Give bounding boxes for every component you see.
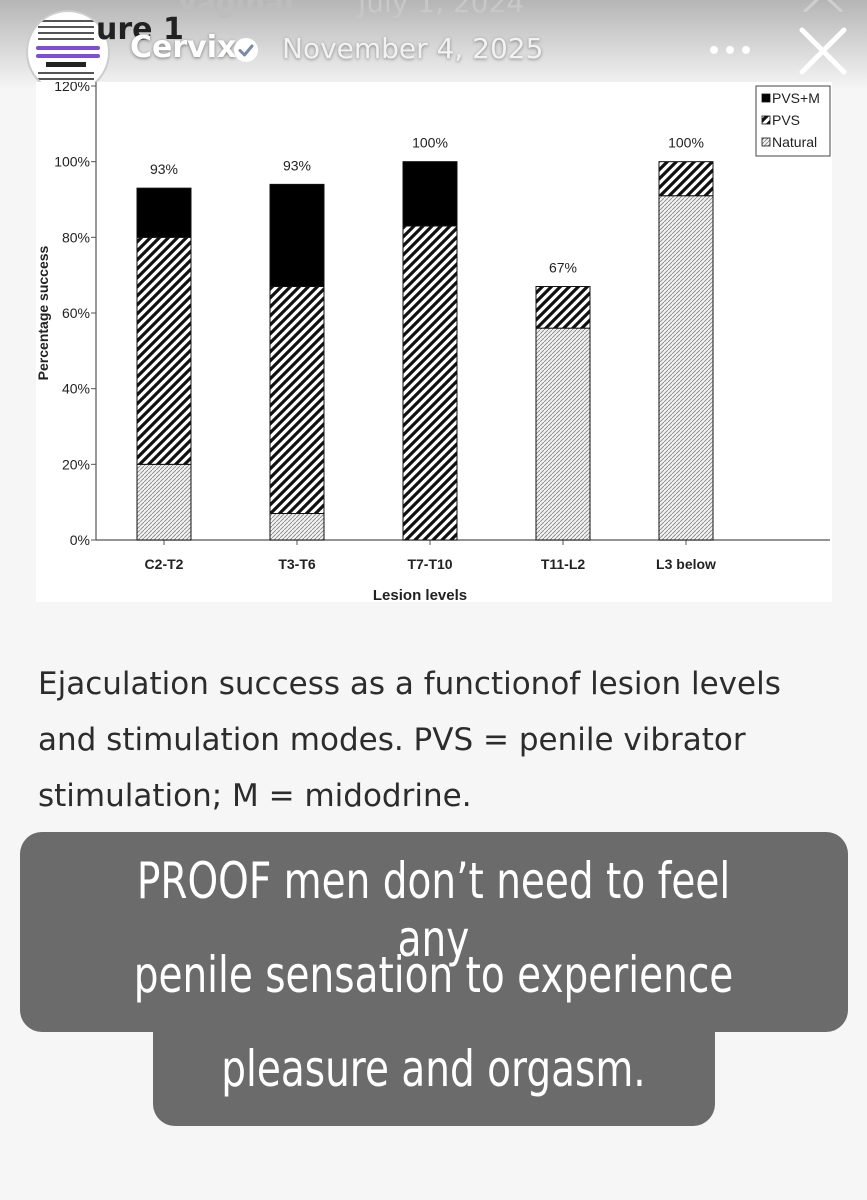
post-date: November 4, 2025 [282,32,544,65]
y-tick-label: 60% [62,305,90,321]
previous-story-date: July 1, 2024 [358,0,525,19]
bar-segment-pvs [402,225,458,541]
bar-segment-pvs [269,286,325,515]
bar-segment-natural [535,327,591,541]
bar-segment-pvs-plus-m [136,187,192,238]
previous-story-username: "Vaginal" [162,0,309,19]
story-header [0,0,867,90]
avatar[interactable] [26,10,110,94]
bar-segment-pvs [136,236,192,465]
text-overlay-background-tail [153,1030,715,1126]
y-tick-label: 100% [54,154,90,170]
bar-segment-natural [269,513,325,541]
bar-total-label: 93% [283,157,311,173]
username[interactable]: Cervix [130,30,237,65]
bar-total-label: 100% [412,135,448,151]
overlay-text-line-3: pleasure and orgasm. [221,1040,646,1098]
previous-close-icon [802,0,844,12]
legend-swatch [761,137,771,147]
y-tick-label: 40% [62,381,90,397]
text-overlay-background [20,832,848,1032]
figure-title-fragment: ure 1 [96,12,184,47]
legend-swatch [761,115,771,125]
bar-segment-pvs [535,286,591,329]
x-tick-label: T7-T10 [407,556,452,572]
bar-total-label: 67% [549,260,577,276]
y-tick-label: 0% [70,532,90,548]
y-tick-label: 20% [62,456,90,472]
legend-entry: PVS [772,112,800,128]
x-axis-label: Lesion levels [373,587,467,602]
chart-figure: 0% 20% 40% 60% 80% 100% 120% Percentage success… [35,78,832,604]
bar-segment-natural [136,463,192,541]
y-axis-label: Percentage success [36,245,51,380]
overlay-text-line-2: penile sensation to experience [133,946,734,1004]
bar-total-label: 100% [668,135,704,151]
bar-segment-pvs-plus-m [269,183,325,288]
legend-entry: PVS+M [772,90,820,106]
x-tick-label: T3-T6 [278,556,316,572]
legend-swatch [761,93,771,103]
x-tick-label: T11-L2 [541,556,586,572]
x-tick-label: C2-T2 [145,556,184,572]
bar-segment-pvs-plus-m [402,161,458,227]
more-dots-icon[interactable] [708,42,752,58]
y-tick-label: 120% [54,82,90,94]
legend-entry: Natural [772,134,817,150]
x-tick-label: L3 below [656,556,716,572]
overlay-text-line-1: PROOF men don’t need to feel any [136,852,731,968]
figure-caption: Ejaculation success as a functionof lesi… [38,666,781,814]
verified-badge-icon [234,38,258,62]
bar-total-label: 93% [150,161,178,177]
bar-segment-natural [658,195,714,541]
stacked-bar-chart: 0% 20% 40% 60% 80% 100% 120% Percentage success… [35,78,831,604]
close-icon[interactable] [796,24,850,78]
bar-segment-pvs [658,161,714,197]
y-tick-label: 80% [62,229,90,245]
